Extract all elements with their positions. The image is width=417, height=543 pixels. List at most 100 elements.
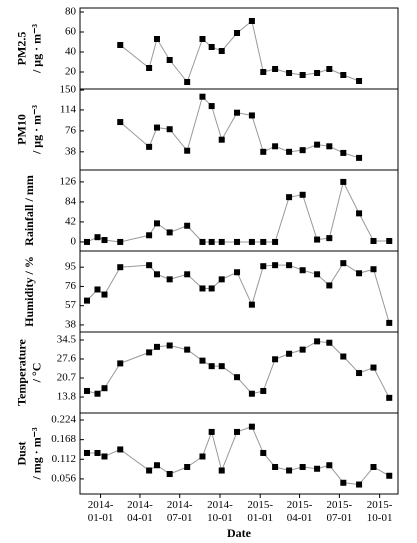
data-point xyxy=(386,394,393,401)
y-tick-label: 95 xyxy=(65,261,77,273)
data-point xyxy=(386,237,393,244)
data-point xyxy=(146,262,153,269)
data-point xyxy=(146,467,153,474)
data-point xyxy=(260,263,267,270)
x-tick-label-line: 04-01 xyxy=(127,512,153,524)
data-point xyxy=(248,301,255,308)
data-point xyxy=(199,357,206,364)
data-point xyxy=(94,286,101,293)
y-tick-label: 84 xyxy=(65,195,77,207)
data-point xyxy=(340,178,347,185)
data-point xyxy=(248,390,255,397)
panel-frame xyxy=(79,250,399,333)
data-point xyxy=(299,346,306,353)
data-point xyxy=(184,346,191,353)
y-tick-label: 42 xyxy=(65,215,76,227)
x-tick-label: 2014-04-01 xyxy=(127,499,153,524)
data-point xyxy=(260,69,267,75)
data-point xyxy=(234,109,241,116)
y-axis-label: PM10 xyxy=(14,114,28,145)
x-tick-label: 2015-10-01 xyxy=(367,499,393,524)
data-point xyxy=(166,126,173,133)
data-point xyxy=(326,282,333,289)
data-point xyxy=(370,266,377,273)
data-point xyxy=(208,44,215,50)
data-point xyxy=(272,356,279,363)
y-tick-label: 0.168 xyxy=(51,433,76,445)
x-tick-label-line: 2015- xyxy=(287,499,313,511)
data-point xyxy=(286,194,293,201)
data-point xyxy=(299,267,306,274)
data-point xyxy=(94,390,101,397)
x-tick-label-line: 2015- xyxy=(327,499,353,511)
x-tick-label: 2015-04-01 xyxy=(287,499,313,524)
data-point xyxy=(386,472,393,479)
data-point xyxy=(356,78,363,84)
data-point xyxy=(199,93,206,100)
data-point xyxy=(184,271,191,278)
data-point xyxy=(386,319,393,326)
data-line xyxy=(86,340,390,399)
data-point xyxy=(199,238,206,245)
x-tick-label-line: 2014- xyxy=(88,499,114,511)
data-point xyxy=(101,291,108,298)
data-point xyxy=(218,467,225,474)
data-point xyxy=(94,449,101,456)
data-point xyxy=(286,70,293,76)
x-tick-label-line: 2014- xyxy=(207,499,233,511)
y-tick-label: 126 xyxy=(60,175,77,187)
panel-frame xyxy=(79,169,399,252)
data-point xyxy=(260,449,267,456)
data-point xyxy=(83,238,90,245)
data-point xyxy=(370,364,377,371)
data-point xyxy=(208,363,215,370)
data-point xyxy=(286,350,293,357)
data-point xyxy=(218,363,225,370)
data-point xyxy=(326,235,333,242)
x-tick-label: 2015-01-01 xyxy=(247,499,273,524)
y-tick-label: 76 xyxy=(65,280,77,292)
x-tick-label-line: 2015- xyxy=(247,499,273,511)
data-point xyxy=(146,65,153,71)
data-point xyxy=(184,464,191,470)
data-point xyxy=(166,342,173,349)
y-axis-label: Temperature xyxy=(14,338,28,405)
data-point xyxy=(299,147,306,154)
data-point xyxy=(199,36,206,42)
data-point xyxy=(117,42,124,48)
y-tick-label: 0.112 xyxy=(52,453,76,465)
data-point xyxy=(83,449,90,456)
x-tick-label-line: 10-01 xyxy=(367,512,393,524)
data-point xyxy=(314,70,321,76)
data-point xyxy=(340,479,347,486)
data-point xyxy=(199,285,206,292)
data-point xyxy=(234,30,241,36)
y-axis-label: PM2.5 xyxy=(14,32,28,66)
y-tick-label: 0 xyxy=(71,235,77,247)
data-point xyxy=(117,264,124,271)
panel-frame xyxy=(79,88,399,171)
x-tick-label-line: 10-01 xyxy=(207,512,233,524)
data-point xyxy=(153,343,160,350)
data-point xyxy=(356,481,363,488)
y-tick-label: 13.8 xyxy=(57,391,77,403)
data-point xyxy=(234,428,241,435)
y-tick-label: 27.6 xyxy=(57,353,77,365)
data-point xyxy=(218,238,225,245)
data-point xyxy=(94,234,101,241)
y-tick-label: 60 xyxy=(65,26,77,38)
data-point xyxy=(326,66,333,72)
x-tick-label-line: 07-01 xyxy=(327,512,353,524)
data-point xyxy=(153,271,160,278)
data-point xyxy=(146,232,153,239)
data-point xyxy=(153,36,160,42)
data-point xyxy=(340,149,347,156)
data-point xyxy=(234,238,241,245)
data-point xyxy=(260,387,267,394)
data-point xyxy=(101,237,108,244)
y-tick-label: 114 xyxy=(60,103,77,115)
x-tick-label: 2015-07-01 xyxy=(327,499,353,524)
data-point xyxy=(184,79,191,85)
data-point xyxy=(314,236,321,243)
data-point xyxy=(326,339,333,346)
